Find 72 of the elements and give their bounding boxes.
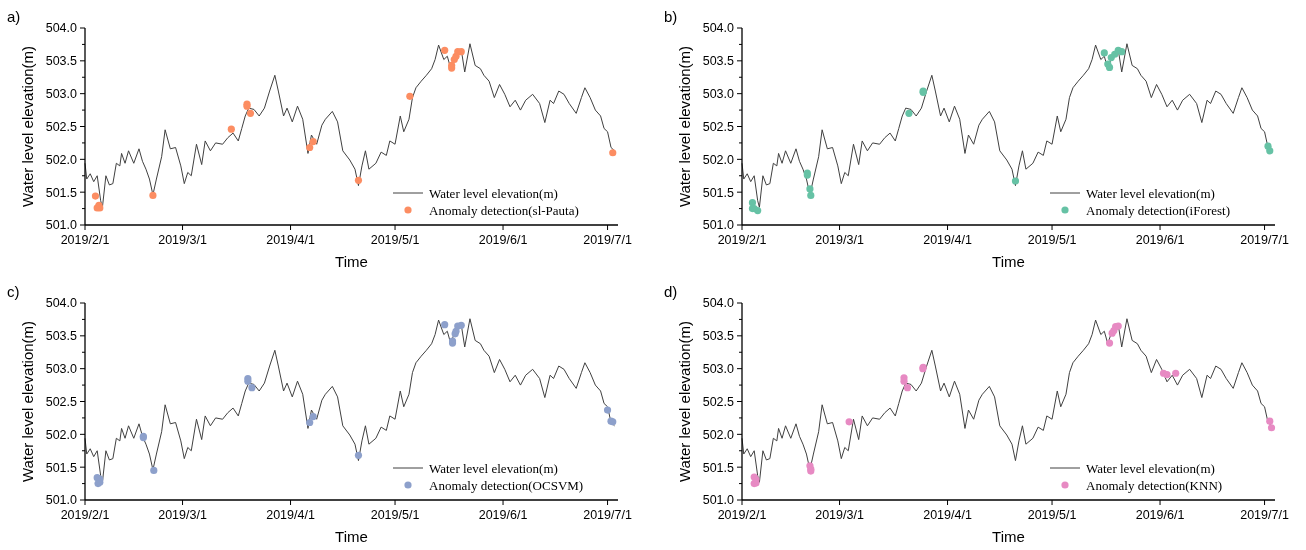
legend-label: Anomaly detection(KNN) [1086, 477, 1223, 493]
x-tick-label: 2019/5/1 [370, 508, 420, 522]
y-tick-label: 503.0 [45, 362, 78, 377]
legend-label: Water level elevation(m) [1086, 185, 1215, 201]
y-tick-label: 504.0 [702, 21, 735, 36]
y-tick-label: 502.0 [45, 427, 78, 442]
y-tick-label: 501.0 [702, 218, 735, 233]
x-tick-label: 2019/4/1 [923, 233, 972, 247]
chart-title: b) [664, 8, 678, 25]
x-tick-label: 2019/7/1 [583, 233, 632, 247]
y-tick-label: 501.0 [45, 218, 78, 233]
chart-title: c) [7, 283, 20, 300]
x-tick-label: 2019/4/1 [266, 233, 315, 247]
y-tick-label: 503.0 [702, 87, 735, 102]
y-axis-title: Water level elevation(m) [19, 45, 36, 208]
x-tick-label: 2019/4/1 [923, 508, 972, 522]
x-tick-label: 2019/2/1 [60, 233, 110, 247]
x-tick-label: 2019/7/1 [1240, 233, 1289, 247]
y-tick-label: 501.5 [702, 460, 735, 475]
y-tick-label: 503.5 [702, 54, 735, 69]
legend-label: Water level elevation(m) [429, 185, 558, 201]
x-tick-label: 2019/7/1 [583, 508, 632, 522]
y-tick-label: 501.5 [702, 185, 735, 200]
legend-label: Water level elevation(m) [429, 460, 558, 476]
x-tick-label: 2019/2/1 [717, 508, 767, 522]
y-tick-label: 504.0 [702, 296, 735, 311]
y-tick-label: 504.0 [45, 296, 78, 311]
chart-title: d) [664, 283, 678, 300]
y-tick-label: 504.0 [45, 21, 78, 36]
x-tick-label: 2019/3/1 [158, 233, 207, 247]
y-tick-label: 503.5 [45, 54, 78, 69]
x-tick-label: 2019/5/1 [1027, 508, 1077, 522]
x-tick-label: 2019/7/1 [1240, 508, 1289, 522]
x-tick-label: 2019/6/1 [478, 508, 528, 522]
y-tick-label: 501.0 [45, 493, 78, 508]
y-tick-label: 502.5 [702, 119, 735, 134]
legend-label: Anomaly detection(sl-Pauta) [429, 202, 579, 218]
x-axis-title: Time [992, 253, 1025, 270]
y-tick-label: 502.5 [45, 119, 78, 134]
y-tick-label: 501.0 [702, 493, 735, 508]
x-tick-label: 2019/3/1 [815, 508, 864, 522]
y-tick-label: 501.5 [45, 185, 78, 200]
x-tick-label: 2019/4/1 [266, 508, 315, 522]
legend-label: Water level elevation(m) [1086, 460, 1215, 476]
x-tick-label: 2019/3/1 [815, 233, 864, 247]
x-tick-label: 2019/6/1 [1135, 233, 1185, 247]
y-tick-label: 502.5 [45, 394, 78, 409]
y-tick-label: 502.0 [702, 427, 735, 442]
x-axis-title: Time [335, 253, 368, 270]
y-tick-label: 502.0 [45, 152, 78, 167]
x-tick-label: 2019/6/1 [478, 233, 528, 247]
y-tick-label: 502.5 [702, 394, 735, 409]
y-axis-title: Water level elevation(m) [19, 320, 36, 483]
x-tick-label: 2019/6/1 [1135, 508, 1185, 522]
x-tick-label: 2019/3/1 [158, 508, 207, 522]
x-tick-label: 2019/2/1 [717, 233, 767, 247]
legend-label: Anomaly detection(OCSVM) [429, 477, 584, 493]
y-tick-label: 503.0 [702, 362, 735, 377]
legend-label: Anomaly detection(iForest) [1086, 202, 1231, 218]
y-axis-title: Water level elevation(m) [676, 320, 693, 483]
y-tick-label: 503.0 [45, 87, 78, 102]
y-axis-title: Water level elevation(m) [676, 45, 693, 208]
x-tick-label: 2019/5/1 [1027, 233, 1077, 247]
y-tick-label: 503.5 [45, 329, 78, 344]
chart-title: a) [7, 8, 21, 25]
x-tick-label: 2019/2/1 [60, 508, 110, 522]
x-tick-label: 2019/5/1 [370, 233, 420, 247]
y-tick-label: 501.5 [45, 460, 78, 475]
y-tick-label: 502.0 [702, 152, 735, 167]
x-axis-title: Time [335, 528, 368, 545]
y-tick-label: 503.5 [702, 329, 735, 344]
x-axis-title: Time [992, 528, 1025, 545]
